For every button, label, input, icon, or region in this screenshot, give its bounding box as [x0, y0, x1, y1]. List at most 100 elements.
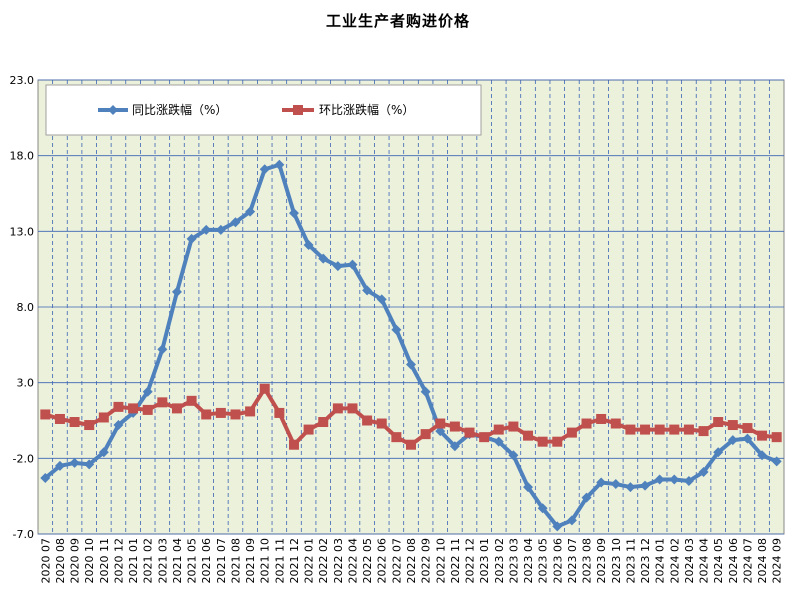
x-tick-label: 2022 10	[434, 538, 447, 584]
x-tick-label: 2021 08	[229, 538, 242, 584]
data-point	[479, 432, 490, 443]
data-point	[683, 476, 694, 487]
data-point	[274, 159, 285, 170]
x-tick-label: 2023 06	[551, 538, 564, 584]
x-tick-label: 2022 09	[420, 538, 433, 584]
data-point	[391, 432, 402, 443]
x-tick-label: 2021 05	[186, 538, 199, 584]
series-mom	[40, 383, 782, 450]
grid	[38, 79, 784, 535]
data-point	[157, 397, 168, 408]
x-tick-label: 2023 05	[537, 538, 550, 584]
x-tick-label: 2023 08	[581, 538, 594, 584]
x-tick-label: 2022 03	[332, 538, 345, 584]
data-point	[757, 430, 768, 441]
y-tick-label: 13.0	[10, 225, 35, 238]
x-tick-label: 2023 10	[610, 538, 623, 584]
x-tick-label: 2022 04	[346, 538, 359, 584]
data-point	[771, 432, 782, 443]
data-point	[98, 412, 109, 423]
data-point	[640, 424, 651, 435]
x-tick-label: 2024 01	[654, 538, 667, 584]
x-tick-label: 2023 02	[493, 538, 506, 584]
x-tick-label: 2023 04	[522, 538, 535, 584]
data-point	[215, 407, 226, 418]
data-point	[113, 401, 124, 412]
data-point	[157, 344, 168, 355]
data-point	[113, 420, 124, 431]
y-tick-label: 8.0	[17, 301, 35, 314]
x-tick-label: 2021 09	[244, 538, 257, 584]
x-tick-label: 2024 02	[668, 538, 681, 584]
x-tick-label: 2022 02	[317, 538, 330, 584]
data-point	[171, 403, 182, 414]
data-point	[610, 418, 621, 429]
x-tick-label: 2021 02	[142, 538, 155, 584]
x-tick-label: 2020 12	[112, 538, 125, 584]
data-point	[303, 239, 314, 250]
x-tick-label: 2022 06	[376, 538, 389, 584]
data-point	[215, 224, 226, 235]
data-point	[566, 427, 577, 438]
data-point	[69, 457, 80, 468]
legend-label-yoy: 同比涨跌幅（%）	[132, 102, 227, 117]
y-tick-label: -7.0	[13, 528, 34, 541]
data-point	[435, 418, 446, 429]
data-point	[523, 482, 534, 493]
data-point	[391, 324, 402, 335]
x-tick-label: 2023 12	[639, 538, 652, 584]
x-tick-label: 2020 07	[39, 538, 52, 584]
x-tick-label: 2020 11	[98, 538, 111, 584]
data-point	[303, 424, 314, 435]
data-point	[640, 480, 651, 491]
data-point	[245, 406, 256, 417]
x-tick-label: 2024 07	[741, 538, 754, 584]
data-point	[420, 429, 431, 440]
data-point	[40, 473, 51, 484]
data-point	[245, 206, 256, 217]
x-tick-label: 2023 07	[566, 538, 579, 584]
x-tick-label: 2021 12	[288, 538, 301, 584]
data-point	[347, 403, 358, 414]
data-point	[771, 456, 782, 467]
data-point	[259, 164, 270, 175]
data-point	[757, 450, 768, 461]
data-point	[610, 479, 621, 490]
data-point	[362, 285, 373, 296]
x-axis: 2020 07 2020 08 2020 09 2020 10 2020 11 2020 …	[39, 538, 783, 584]
data-point	[230, 217, 241, 228]
data-point	[128, 403, 139, 414]
x-tick-label: 2022 05	[361, 538, 374, 584]
data-point	[186, 395, 197, 406]
data-point	[581, 492, 592, 503]
y-axis: 23.0 18.0 13.0 8.0 3.0 -2.0 -7.0	[10, 74, 35, 541]
y-tick-label: 3.0	[17, 377, 35, 390]
data-point	[142, 404, 153, 415]
data-point	[347, 259, 358, 270]
data-point	[713, 447, 724, 458]
data-point	[625, 424, 636, 435]
x-tick-label: 2021 06	[200, 538, 213, 584]
data-point	[683, 424, 694, 435]
data-point	[727, 420, 738, 431]
data-point	[376, 418, 387, 429]
data-point	[362, 415, 373, 426]
data-point	[508, 421, 519, 432]
data-point	[435, 426, 446, 437]
data-point	[274, 407, 285, 418]
series-yoy	[40, 159, 782, 532]
data-point	[698, 426, 709, 437]
data-point	[727, 435, 738, 446]
x-tick-label: 2021 03	[156, 538, 169, 584]
x-tick-label: 2024 09	[771, 538, 784, 584]
data-point	[54, 460, 65, 471]
data-point	[669, 474, 680, 485]
data-point	[566, 515, 577, 526]
x-tick-label: 2020 09	[69, 538, 82, 584]
data-point	[54, 413, 65, 424]
data-point	[493, 424, 504, 435]
data-point	[318, 253, 329, 264]
x-tick-label: 2024 04	[698, 538, 711, 584]
chart-title: 工业生产者购进价格	[325, 12, 470, 30]
